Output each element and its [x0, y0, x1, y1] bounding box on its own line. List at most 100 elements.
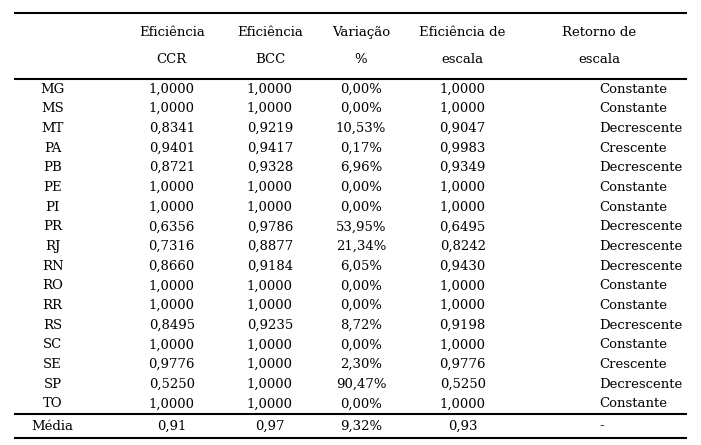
Text: RN: RN: [42, 259, 63, 273]
Text: 90,47%: 90,47%: [336, 378, 386, 391]
Text: 1,0000: 1,0000: [440, 102, 486, 115]
Text: Variação: Variação: [332, 26, 390, 40]
Text: 1,0000: 1,0000: [440, 397, 486, 410]
Text: 9,32%: 9,32%: [340, 420, 382, 433]
Text: 0,00%: 0,00%: [340, 181, 382, 194]
Text: SC: SC: [43, 338, 62, 351]
Text: 0,00%: 0,00%: [340, 201, 382, 214]
Text: Decrescente: Decrescente: [599, 122, 683, 135]
Text: 53,95%: 53,95%: [336, 220, 386, 233]
Text: 0,5250: 0,5250: [440, 378, 486, 391]
Text: Média: Média: [32, 420, 74, 433]
Text: Eficiência: Eficiência: [139, 26, 205, 40]
Text: 1,0000: 1,0000: [247, 338, 293, 351]
Text: Decrescente: Decrescente: [599, 220, 683, 233]
Text: PA: PA: [44, 142, 61, 154]
Text: 10,53%: 10,53%: [336, 122, 386, 135]
Text: 0,9417: 0,9417: [247, 142, 293, 154]
Text: -: -: [599, 420, 604, 433]
Text: Constante: Constante: [599, 299, 667, 312]
Text: 0,9219: 0,9219: [247, 122, 293, 135]
Text: 0,00%: 0,00%: [340, 279, 382, 292]
Text: Decrescente: Decrescente: [599, 161, 683, 174]
Text: Eficiência de: Eficiência de: [419, 26, 506, 40]
Text: 6,05%: 6,05%: [340, 259, 382, 273]
Text: 0,9349: 0,9349: [440, 161, 486, 174]
Text: 1,0000: 1,0000: [247, 299, 293, 312]
Text: Constante: Constante: [599, 83, 667, 96]
Text: 1,0000: 1,0000: [440, 279, 486, 292]
Text: 0,00%: 0,00%: [340, 338, 382, 351]
Text: PB: PB: [43, 161, 62, 174]
Text: 1,0000: 1,0000: [247, 279, 293, 292]
Text: RJ: RJ: [45, 240, 60, 253]
Text: RR: RR: [43, 299, 62, 312]
Text: 1,0000: 1,0000: [149, 201, 195, 214]
Text: 0,00%: 0,00%: [340, 83, 382, 96]
Text: 6,96%: 6,96%: [340, 161, 382, 174]
Text: 0,9235: 0,9235: [247, 319, 293, 332]
Text: 1,0000: 1,0000: [149, 279, 195, 292]
Text: MT: MT: [41, 122, 64, 135]
Text: PR: PR: [43, 220, 62, 233]
Text: 8,72%: 8,72%: [340, 319, 382, 332]
Text: SP: SP: [43, 378, 62, 391]
Text: 0,9430: 0,9430: [440, 259, 486, 273]
Text: 1,0000: 1,0000: [149, 181, 195, 194]
Text: RS: RS: [43, 319, 62, 332]
Text: 1,0000: 1,0000: [440, 299, 486, 312]
Text: 1,0000: 1,0000: [440, 181, 486, 194]
Text: 0,8721: 0,8721: [149, 161, 195, 174]
Text: Constante: Constante: [599, 102, 667, 115]
Text: 1,0000: 1,0000: [247, 378, 293, 391]
Text: 1,0000: 1,0000: [247, 358, 293, 371]
Text: PE: PE: [43, 181, 62, 194]
Text: Constante: Constante: [599, 201, 667, 214]
Text: CCR: CCR: [156, 53, 187, 66]
Text: 0,9047: 0,9047: [440, 122, 486, 135]
Text: 2,30%: 2,30%: [340, 358, 382, 371]
Text: 0,91: 0,91: [157, 420, 186, 433]
Text: TO: TO: [43, 397, 62, 410]
Text: Decrescente: Decrescente: [599, 240, 683, 253]
Text: 0,9184: 0,9184: [247, 259, 293, 273]
Text: 0,9776: 0,9776: [440, 358, 486, 371]
Text: 0,9776: 0,9776: [149, 358, 195, 371]
Text: 0,6356: 0,6356: [149, 220, 195, 233]
Text: %: %: [355, 53, 367, 66]
Text: Crescente: Crescente: [599, 358, 667, 371]
Text: 1,0000: 1,0000: [247, 181, 293, 194]
Text: Constante: Constante: [599, 338, 667, 351]
Text: 1,0000: 1,0000: [149, 102, 195, 115]
Text: 1,0000: 1,0000: [247, 201, 293, 214]
Text: 0,9401: 0,9401: [149, 142, 195, 154]
Text: 0,97: 0,97: [255, 420, 285, 433]
Text: 0,8242: 0,8242: [440, 240, 486, 253]
Text: Decrescente: Decrescente: [599, 259, 683, 273]
Text: 0,8660: 0,8660: [149, 259, 195, 273]
Text: Constante: Constante: [599, 397, 667, 410]
Text: Eficiência: Eficiência: [237, 26, 303, 40]
Text: 0,9983: 0,9983: [440, 142, 486, 154]
Text: 1,0000: 1,0000: [247, 397, 293, 410]
Text: 1,0000: 1,0000: [149, 338, 195, 351]
Text: 21,34%: 21,34%: [336, 240, 386, 253]
Text: SE: SE: [43, 358, 62, 371]
Text: RO: RO: [42, 279, 63, 292]
Text: 0,8495: 0,8495: [149, 319, 195, 332]
Text: PI: PI: [46, 201, 60, 214]
Text: 0,8877: 0,8877: [247, 240, 293, 253]
Text: Constante: Constante: [599, 279, 667, 292]
Text: 0,7316: 0,7316: [149, 240, 195, 253]
Text: MG: MG: [41, 83, 64, 96]
Text: 1,0000: 1,0000: [247, 102, 293, 115]
Text: 0,6495: 0,6495: [440, 220, 486, 233]
Text: Decrescente: Decrescente: [599, 378, 683, 391]
Text: escala: escala: [578, 53, 620, 66]
Text: 1,0000: 1,0000: [149, 397, 195, 410]
Text: 0,9198: 0,9198: [440, 319, 486, 332]
Text: 1,0000: 1,0000: [440, 338, 486, 351]
Text: Decrescente: Decrescente: [599, 319, 683, 332]
Text: 1,0000: 1,0000: [440, 201, 486, 214]
Text: 0,5250: 0,5250: [149, 378, 195, 391]
